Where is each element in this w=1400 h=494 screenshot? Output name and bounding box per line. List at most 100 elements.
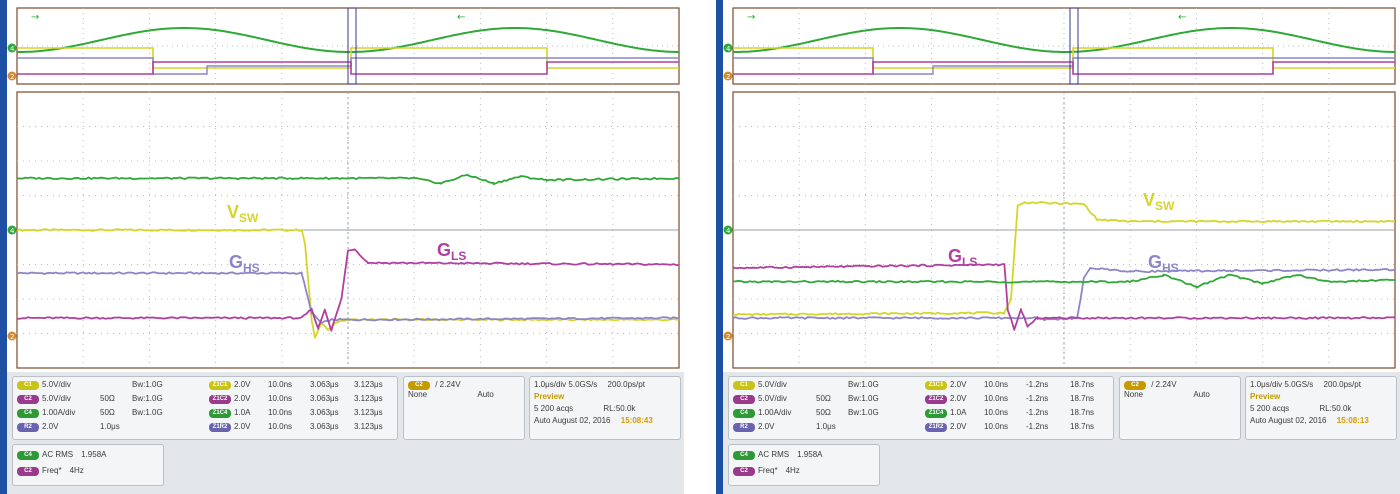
measurement-box[interactable]: C4 AC RMS 1.958A C2 Freq* 4Hz xyxy=(12,444,164,486)
channel-impedance: 1.0μs xyxy=(816,422,836,431)
trigger-chip: C2 xyxy=(1124,380,1146,390)
label-vsw: VSW xyxy=(227,202,259,225)
measurement-row: C4 AC RMS 1.958A xyxy=(733,449,830,461)
channel-settings-box[interactable]: C1 5.0V/div Bw:1.0G C2 5.0V/div 50Ω Bw:1.0G C4 1… xyxy=(728,376,1114,440)
channel-row: R2 2.0V 1.0μs xyxy=(17,421,186,433)
channel-marker-icon xyxy=(723,43,733,53)
zoom-row: Z1C1 2.0V 10.0ns 3.063μs 3.123μs xyxy=(209,379,391,391)
channel-marker-icon xyxy=(7,225,17,235)
channel-chip[interactable]: R2 xyxy=(733,422,755,432)
trigger-mode: Auto xyxy=(1193,390,1210,399)
acq-rate-row: 1.0μs/div 5.0GS/s 200.0ps/pt xyxy=(1250,379,1369,391)
measurement-value: 4Hz xyxy=(785,466,800,475)
zoom-scale: 2.0V xyxy=(950,380,967,389)
zoom-timebase: 10.0ns xyxy=(268,394,293,403)
status-bar: C1 5.0V/div Bw:1.0G C2 5.0V/div 50Ω Bw:1.0G C4 1… xyxy=(7,372,684,494)
channel-impedance: 50Ω xyxy=(100,394,115,403)
channel-chip[interactable]: C4 xyxy=(17,408,39,418)
label-vsw: VSW xyxy=(1143,190,1175,213)
measurement-chip[interactable]: C4 xyxy=(17,450,39,460)
channel-chip[interactable]: C4 xyxy=(733,408,755,418)
zoom-chip[interactable]: Z1C2 xyxy=(209,394,231,404)
acq-status: Preview xyxy=(534,392,565,401)
zoom-timebase: 10.0ns xyxy=(268,422,293,431)
channel-marker-icon xyxy=(7,71,17,81)
trigger-box[interactable]: C2 / 2.24V None Auto xyxy=(1119,376,1241,440)
acq-status-row: Preview xyxy=(534,391,572,403)
overview-ghs-trace xyxy=(17,57,679,75)
zoom-chip[interactable]: Z1C1 xyxy=(209,380,231,390)
zoom-row: Z1C4 1.0A 10.0ns -1.2ns 18.7ns xyxy=(925,407,1102,419)
oscilloscope-panel-left: → ← 4 2 4 2 VSW GHS GLS C1 5.0V/div Bw:1.0G C2 5.0V/… xyxy=(0,0,684,494)
measurement-type: AC RMS xyxy=(758,450,790,459)
zoom-chip[interactable]: Z1R2 xyxy=(925,422,947,432)
acq-time: 15:08:13 xyxy=(1336,416,1369,425)
overview-gls-trace xyxy=(733,61,1395,75)
channel-settings-box[interactable]: C1 5.0V/div Bw:1.0G C2 5.0V/div 50Ω Bw:1.0G C4 1… xyxy=(12,376,398,440)
label-gls: GLS xyxy=(948,246,977,269)
channel-marker-label: 4 xyxy=(10,227,15,235)
channel-scale: 5.0V/div xyxy=(42,394,71,403)
channel-marker-label: 2 xyxy=(726,73,730,81)
zoom-start: -1.2ns xyxy=(1026,422,1049,431)
label-gls-main: G xyxy=(437,240,451,260)
channel-bandwidth: Bw:1.0G xyxy=(848,394,879,403)
channel-scale: 1.00A/div xyxy=(758,408,792,417)
trigger-mode: Auto xyxy=(477,390,494,399)
zoom-start: 3.063μs xyxy=(310,394,339,403)
series-trace-gls xyxy=(16,248,680,332)
measurement-box[interactable]: C4 AC RMS 1.958A C2 Freq* 4Hz xyxy=(728,444,880,486)
channel-scale: 2.0V xyxy=(42,422,59,431)
zoom-chip[interactable]: Z1C1 xyxy=(925,380,947,390)
channel-row: C2 5.0V/div 50Ω Bw:1.0G xyxy=(733,393,902,405)
channel-chip[interactable]: C1 xyxy=(17,380,39,390)
zoom-scale: 2.0V xyxy=(950,422,967,431)
trigger-extra: None xyxy=(408,390,428,399)
zoom-timebase: 10.0ns xyxy=(984,408,1009,417)
channel-row: C4 1.00A/div 50Ω Bw:1.0G xyxy=(17,407,186,419)
zoom-scale: 2.0V xyxy=(234,380,251,389)
zoom-chip[interactable]: Z1C2 xyxy=(925,394,947,404)
acq-status-row: Preview xyxy=(1250,391,1288,403)
channel-impedance: 50Ω xyxy=(816,408,831,417)
zoom-end: 3.123μs xyxy=(354,408,383,417)
acq-count-row: 5 200 acqs RL:50.0k xyxy=(1250,403,1359,415)
acq-date: Auto August 02, 2016 xyxy=(534,416,611,425)
channel-marker-label: 4 xyxy=(726,45,731,53)
channel-scale: 2.0V xyxy=(758,422,775,431)
trigger-box[interactable]: C2 / 2.24V None Auto xyxy=(403,376,525,440)
overview-current-trace xyxy=(733,27,1395,53)
measurement-chip[interactable]: C4 xyxy=(733,450,755,460)
zoom-chip[interactable]: Z1R2 xyxy=(209,422,231,432)
channel-bandwidth: Bw:1.0G xyxy=(848,408,879,417)
channel-chip[interactable]: C1 xyxy=(733,380,755,390)
channel-chip[interactable]: C2 xyxy=(733,394,755,404)
measurement-chip[interactable]: C2 xyxy=(17,466,39,476)
zoom-start: 3.063μs xyxy=(310,408,339,417)
zoom-scale: 1.0A xyxy=(950,408,967,417)
zoom-timebase: 10.0ns xyxy=(984,422,1009,431)
channel-impedance: 50Ω xyxy=(816,394,831,403)
zoom-end: 18.7ns xyxy=(1070,408,1095,417)
zoom-row: Z1C2 2.0V 10.0ns -1.2ns 18.7ns xyxy=(925,393,1102,405)
label-ghs: GHS xyxy=(1148,252,1179,275)
acq-points: 200.0ps/pt xyxy=(1323,380,1361,389)
channel-chip[interactable]: R2 xyxy=(17,422,39,432)
trigger-chip: C2 xyxy=(408,380,430,390)
acquisition-box[interactable]: 1.0μs/div 5.0GS/s 200.0ps/pt Preview 5 2… xyxy=(529,376,681,440)
label-ghs-main: G xyxy=(1148,252,1162,272)
series-trace-current xyxy=(732,273,1395,289)
overview-arrow-icon: → xyxy=(747,12,755,23)
trigger-value: / 2.24V xyxy=(1151,380,1177,389)
channel-row: C1 5.0V/div Bw:1.0G xyxy=(17,379,186,391)
zoom-chip[interactable]: Z1C4 xyxy=(925,408,947,418)
measurement-chip[interactable]: C2 xyxy=(733,466,755,476)
acq-count: 5 200 acqs xyxy=(1250,404,1290,413)
channel-chip[interactable]: C2 xyxy=(17,394,39,404)
channel-marker-icon xyxy=(723,331,733,341)
channel-row: C2 5.0V/div 50Ω Bw:1.0G xyxy=(17,393,186,405)
acq-status: Preview xyxy=(1250,392,1281,401)
zoom-chip[interactable]: Z1C4 xyxy=(209,408,231,418)
acq-time: 15:08:43 xyxy=(620,416,653,425)
acquisition-box[interactable]: 1.0μs/div 5.0GS/s 200.0ps/pt Preview 5 2… xyxy=(1245,376,1397,440)
